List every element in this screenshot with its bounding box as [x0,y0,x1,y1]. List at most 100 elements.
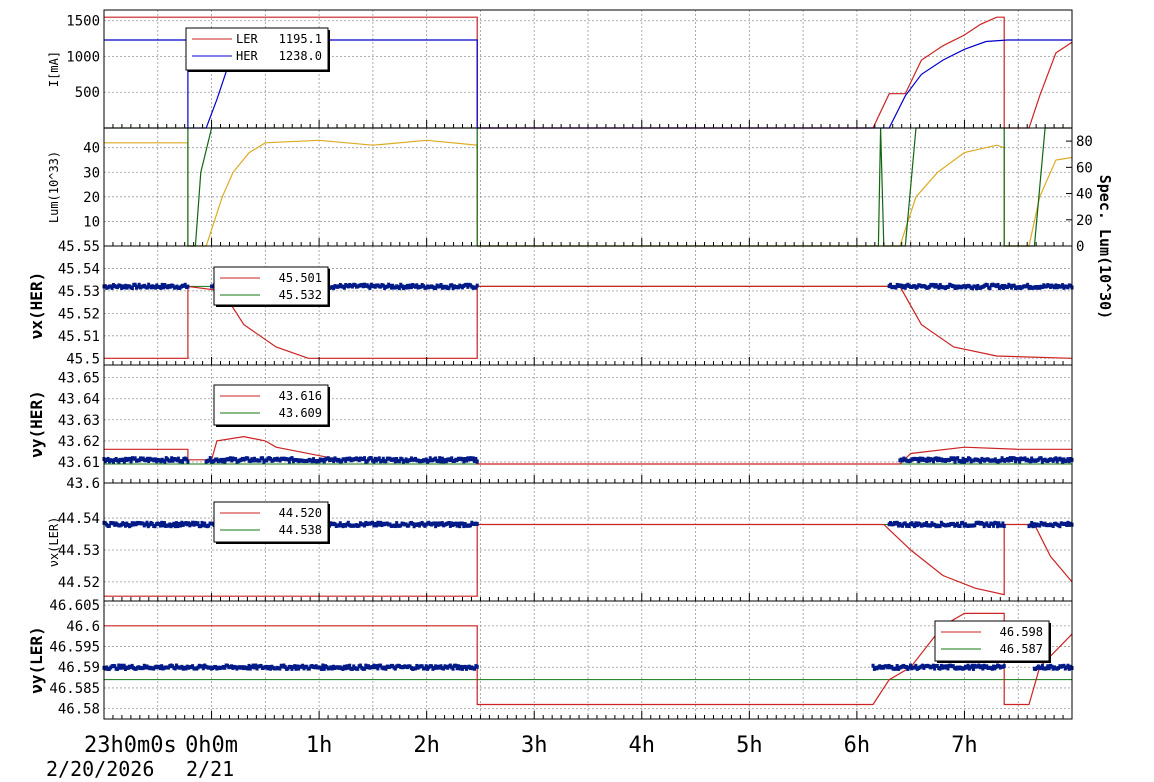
data-point [921,663,925,668]
data-point [130,286,134,291]
y-tick-label: 45.53 [58,284,100,300]
data-point [932,459,936,464]
data-point [973,523,977,528]
data-point [1002,524,1006,529]
data-point [462,524,466,529]
legend-value: 45.532 [279,288,322,302]
data-point [348,663,352,668]
data-point [1002,664,1006,669]
data-point [439,459,443,464]
y-tick-label: 46.59 [58,660,100,676]
data-point [393,666,397,671]
data-point [469,523,473,528]
data-point [122,663,126,668]
data-point [451,666,455,671]
data-point [208,456,212,461]
data-point [997,521,1001,526]
data-point [207,523,211,528]
legend-box [213,266,329,306]
data-point [914,663,918,668]
data-point [337,523,341,528]
data-point [413,666,417,671]
data-point [1028,459,1032,464]
data-point [933,666,937,671]
data-point [342,285,346,290]
data-point [397,459,401,464]
data-point [287,459,291,464]
data-point [436,459,440,464]
legend: 46.598 46.587 [934,620,1051,663]
data-point [173,524,177,529]
data-point [979,664,983,669]
data-point [319,666,323,671]
data-point [159,285,163,290]
series-line-red [104,523,1073,597]
data-point [368,285,372,290]
data-point [381,456,385,461]
data-point [971,667,975,672]
data-point [871,663,875,668]
data-point [1062,663,1066,668]
data-point [384,666,388,671]
data-point [1066,663,1070,668]
data-point [448,523,452,528]
y-tick-label: 46.605 [49,598,100,614]
legend-value: 46.598 [1000,625,1043,639]
x-tick-label: 6h [844,733,871,758]
panel-nux-her: 45.5 45.51 45.52 45.53 45.54 45.55 νx(HER) 45.5… [27,239,1074,367]
data-point [395,521,399,526]
data-point [259,663,263,668]
data-point [439,282,443,287]
data-point [1059,457,1063,462]
data-point [430,664,434,669]
data-point [935,663,939,668]
data-point [474,285,478,290]
data-point [411,521,415,526]
data-point [473,458,477,463]
data-point [938,666,942,671]
data-point [145,285,149,290]
data-point [415,283,419,288]
data-point [130,663,134,668]
data-point [1051,524,1055,529]
series-line-red [104,285,1073,359]
y-tick-label: 43.62 [58,434,100,450]
data-point [145,456,149,461]
data-point [464,282,468,287]
data-point [1054,456,1058,461]
data-point [261,456,265,461]
data-point [145,520,149,525]
y-tick-label: 45.5 [66,351,100,367]
x-tick-label: 0h0m [185,733,238,758]
y-tick-label: 44.53 [58,543,100,559]
data-point [379,520,383,525]
data-point [115,666,119,671]
data-point [901,523,905,528]
data-point [362,523,366,528]
y2-tick-label: 80 [1076,134,1093,150]
data-point [117,663,121,668]
data-point [955,521,959,526]
data-point [162,521,166,526]
data-point [1018,459,1022,464]
data-point [400,457,404,462]
data-point [137,282,141,287]
data-point [466,284,470,289]
data-point [162,285,166,290]
data-point [172,521,176,526]
panel-nuy-her: 43.6 43.61 43.62 43.63 43.64 43.65 νy(HER) 43.6… [27,364,1074,492]
data-point [428,456,432,461]
legend-value: 45.501 [279,271,322,285]
y-tick-label: 44.54 [58,511,100,527]
data-point [999,458,1003,463]
data-point [432,521,436,526]
data-point [1012,283,1016,288]
y-tick-label: 45.52 [58,306,100,322]
data-point [458,524,462,529]
data-point [200,664,204,669]
data-point [1012,456,1016,461]
data-point [377,456,381,461]
data-point [459,664,463,669]
data-point [362,666,366,671]
